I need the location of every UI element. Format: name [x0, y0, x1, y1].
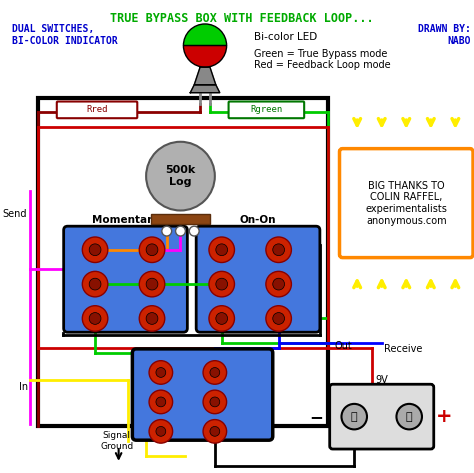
Circle shape [216, 244, 228, 255]
Circle shape [156, 368, 166, 377]
Text: Bi-color LED: Bi-color LED [254, 32, 318, 42]
Circle shape [146, 278, 158, 290]
Text: Out: Out [335, 341, 352, 351]
Text: On-On: On-On [240, 215, 276, 225]
Circle shape [82, 306, 108, 331]
Circle shape [89, 244, 101, 255]
Circle shape [89, 313, 101, 324]
Circle shape [89, 278, 101, 290]
Circle shape [273, 278, 284, 290]
Circle shape [210, 427, 220, 436]
Text: ⏻: ⏻ [406, 412, 412, 421]
Text: In: In [19, 382, 28, 392]
FancyBboxPatch shape [151, 214, 210, 224]
FancyBboxPatch shape [339, 149, 473, 258]
FancyBboxPatch shape [132, 349, 273, 440]
Circle shape [203, 420, 227, 443]
Circle shape [266, 306, 292, 331]
FancyBboxPatch shape [228, 102, 304, 118]
Circle shape [149, 390, 173, 414]
Circle shape [149, 420, 173, 443]
Circle shape [189, 226, 199, 236]
Circle shape [210, 368, 220, 377]
Circle shape [139, 306, 165, 331]
Circle shape [146, 244, 158, 255]
Wedge shape [183, 45, 227, 67]
Text: Momentary: Momentary [92, 215, 159, 225]
Circle shape [139, 237, 165, 263]
Circle shape [210, 397, 220, 407]
Text: Red = Feedback Loop mode: Red = Feedback Loop mode [254, 60, 391, 70]
Text: DRAWN BY:
NABO: DRAWN BY: NABO [418, 24, 471, 45]
Circle shape [162, 226, 172, 236]
Text: TRUE BYPASS BOX WITH FEEDBACK LOOP...: TRUE BYPASS BOX WITH FEEDBACK LOOP... [109, 12, 373, 25]
Circle shape [209, 237, 235, 263]
Text: 9V: 9V [375, 375, 388, 385]
Circle shape [266, 237, 292, 263]
FancyBboxPatch shape [57, 102, 137, 118]
Circle shape [149, 361, 173, 384]
Text: −: − [309, 408, 323, 426]
Circle shape [146, 142, 215, 210]
Text: DUAL SWITCHES,
BI-COLOR INDICATOR: DUAL SWITCHES, BI-COLOR INDICATOR [12, 24, 118, 45]
Text: Rgreen: Rgreen [250, 105, 283, 114]
Circle shape [216, 278, 228, 290]
Circle shape [266, 272, 292, 297]
Circle shape [156, 427, 166, 436]
Text: Rred: Rred [86, 105, 108, 114]
Text: Signal
Ground: Signal Ground [100, 431, 133, 451]
Circle shape [341, 404, 367, 429]
Circle shape [273, 313, 284, 324]
Polygon shape [194, 67, 216, 85]
Text: ⏻: ⏻ [351, 412, 357, 421]
Circle shape [175, 226, 185, 236]
Circle shape [139, 272, 165, 297]
FancyBboxPatch shape [64, 226, 187, 332]
Circle shape [146, 313, 158, 324]
Text: +: + [436, 407, 452, 426]
Circle shape [209, 306, 235, 331]
Polygon shape [190, 85, 220, 93]
Text: Green = True Bypass mode: Green = True Bypass mode [254, 49, 387, 59]
Circle shape [273, 244, 284, 255]
Circle shape [216, 313, 228, 324]
Circle shape [203, 361, 227, 384]
Text: Receive: Receive [383, 344, 422, 354]
Text: BIG THANKS TO
COLIN RAFFEL,
experimentalists
anonymous.com: BIG THANKS TO COLIN RAFFEL, experimental… [365, 181, 447, 226]
Circle shape [396, 404, 422, 429]
Circle shape [209, 272, 235, 297]
FancyBboxPatch shape [330, 384, 434, 449]
FancyBboxPatch shape [196, 226, 320, 332]
Wedge shape [183, 24, 227, 45]
Text: Send: Send [3, 209, 27, 219]
Circle shape [82, 237, 108, 263]
Circle shape [203, 390, 227, 414]
Text: 500k
Log: 500k Log [165, 166, 196, 187]
Circle shape [156, 397, 166, 407]
Circle shape [82, 272, 108, 297]
